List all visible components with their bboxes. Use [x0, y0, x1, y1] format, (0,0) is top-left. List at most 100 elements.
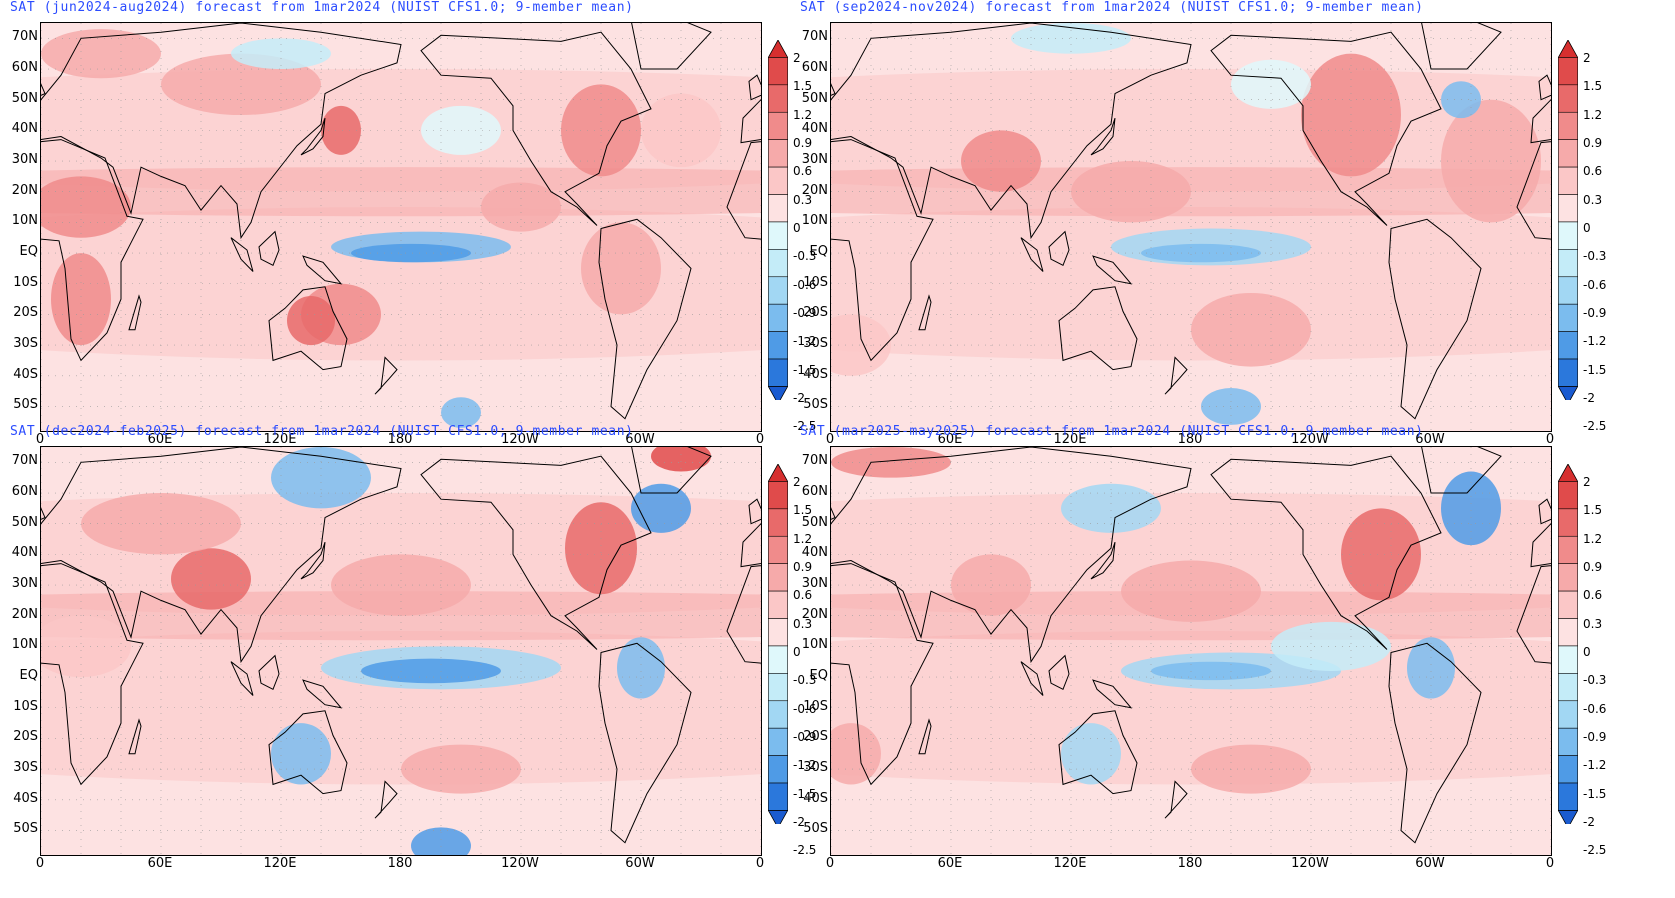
- lat-label: 30S: [803, 336, 828, 352]
- coastline-newguinea: [1092, 679, 1133, 709]
- colorbar-segment: [768, 84, 788, 113]
- colorbar-segment: [768, 111, 788, 140]
- colorbar-label: -0.3: [793, 673, 817, 688]
- colorbar-segment: [768, 700, 788, 729]
- colorbar-segment: [768, 755, 788, 784]
- coastline-uk: [1538, 74, 1551, 101]
- anomaly-blob: [961, 130, 1041, 192]
- coastline-nz: [374, 356, 398, 395]
- colorbar-label: 0.6: [793, 164, 813, 179]
- coastline-sumatra: [1020, 661, 1044, 696]
- lon-label: 120E: [1053, 856, 1087, 871]
- lat-label: 40N: [11, 545, 38, 561]
- colorbar-label: 0.9: [1583, 136, 1603, 150]
- lon-label: 60W: [1415, 432, 1445, 447]
- anomaly-blob: [631, 483, 691, 533]
- colorbar-label: -2.5: [793, 843, 817, 858]
- colorbar-segment: [1558, 276, 1578, 305]
- colorbar-label: 0.3: [1583, 192, 1603, 207]
- lon-label: 60W: [1415, 856, 1445, 871]
- lat-label: 20N: [11, 606, 38, 622]
- coastline-australia: [268, 286, 348, 371]
- anomaly-blob: [287, 296, 335, 346]
- colorbar-label: 0.3: [793, 192, 813, 207]
- colorbar-label: 0.6: [1583, 588, 1603, 603]
- anomaly-blob: [581, 222, 661, 315]
- colorbar-max-arrow: [768, 464, 788, 482]
- lon-label: 120E: [1053, 432, 1087, 447]
- anomaly-blob: [161, 53, 321, 116]
- colorbar-min-arrow: [1558, 810, 1578, 824]
- lat-label: 40S: [803, 366, 828, 382]
- anomaly-blob: [41, 176, 131, 238]
- anomaly-map: [40, 22, 762, 432]
- colorbar-label: 2: [1583, 475, 1591, 489]
- lat-label: EQ: [809, 668, 828, 684]
- coastline-europe_asia: [41, 23, 402, 240]
- colorbar-label: 1.5: [1583, 503, 1603, 518]
- colorbar-label: -1.5: [793, 362, 817, 377]
- coastline-greenland: [631, 447, 712, 494]
- lon-label: 120E: [263, 856, 297, 871]
- colorbar-segment: [1558, 508, 1578, 537]
- lat-label: 50S: [803, 397, 828, 413]
- colorbar-label: 1.2: [1583, 107, 1603, 122]
- anomaly-blob: [831, 723, 881, 785]
- anomaly-blob: [411, 827, 471, 855]
- colorbar: [768, 40, 788, 400]
- colorbar-label: -0.9: [793, 730, 817, 744]
- colorbar-segment: [1558, 139, 1578, 168]
- colorbar-segment: [1558, 673, 1578, 702]
- lat-label: EQ: [809, 244, 828, 260]
- colorbar-segment: [1558, 645, 1578, 674]
- lat-label: 40N: [801, 121, 828, 137]
- colorbar-label: -0.6: [793, 701, 817, 716]
- colorbar-segment: [768, 331, 788, 360]
- colorbar-segment: [1558, 303, 1578, 332]
- lat-label: 20N: [11, 182, 38, 198]
- colorbar-segment: [1558, 563, 1578, 592]
- colorbar-label: -0.3: [1583, 673, 1607, 688]
- colorbar: [1558, 40, 1578, 400]
- coastline-namerica: [420, 31, 652, 226]
- coastline-greenland: [1421, 447, 1502, 494]
- map-svg: [831, 447, 1551, 855]
- colorbar-segment: [768, 221, 788, 250]
- anomaly-blob: [1061, 483, 1161, 533]
- anomaly-blob: [351, 243, 471, 263]
- panel-title: SAT (mar2025-may2025) forecast from 1mar…: [800, 424, 1424, 439]
- map-svg: [41, 447, 761, 855]
- panel-title: SAT (sep2024-nov2024) forecast from 1mar…: [800, 0, 1424, 15]
- lat-label: 20S: [803, 729, 828, 745]
- lat-label: 60N: [11, 60, 38, 75]
- colorbar-min-arrow: [1558, 386, 1578, 400]
- anomaly-map: [830, 22, 1552, 432]
- colorbar-segment: [1558, 221, 1578, 250]
- coastline-uk: [748, 498, 761, 525]
- map-panel-3: SAT (dec2024-feb2025) forecast from 1mar…: [0, 424, 837, 873]
- lon-label: 0: [755, 856, 765, 871]
- anomaly-blob: [641, 93, 721, 168]
- lon-label: 0: [825, 432, 835, 447]
- anomaly-blob: [1341, 508, 1421, 601]
- colorbar-label: -2.5: [793, 419, 817, 434]
- coastline-madagascar: [918, 718, 932, 755]
- lon-label: 60E: [147, 856, 173, 871]
- colorbar-label: -2.5: [1583, 843, 1607, 858]
- lat-label: 50S: [13, 821, 38, 837]
- coastline-namerica: [420, 455, 652, 650]
- anomaly-blob: [481, 182, 561, 232]
- coastline-newguinea: [302, 255, 343, 285]
- coastline-uk: [748, 74, 761, 101]
- lat-label: 10S: [13, 698, 38, 714]
- colorbar-segment: [768, 590, 788, 619]
- lat-label: 10S: [803, 698, 828, 714]
- colorbar-label: 1.2: [793, 107, 813, 122]
- coastline-nz: [1164, 780, 1188, 819]
- colorbar-segment: [1558, 111, 1578, 140]
- coastline-europe_asia: [831, 23, 1192, 240]
- colorbar-label: -0.9: [793, 306, 817, 320]
- colorbar-segment: [1558, 331, 1578, 360]
- colorbar-label: -0.6: [793, 277, 817, 292]
- lat-label: 70N: [801, 29, 828, 45]
